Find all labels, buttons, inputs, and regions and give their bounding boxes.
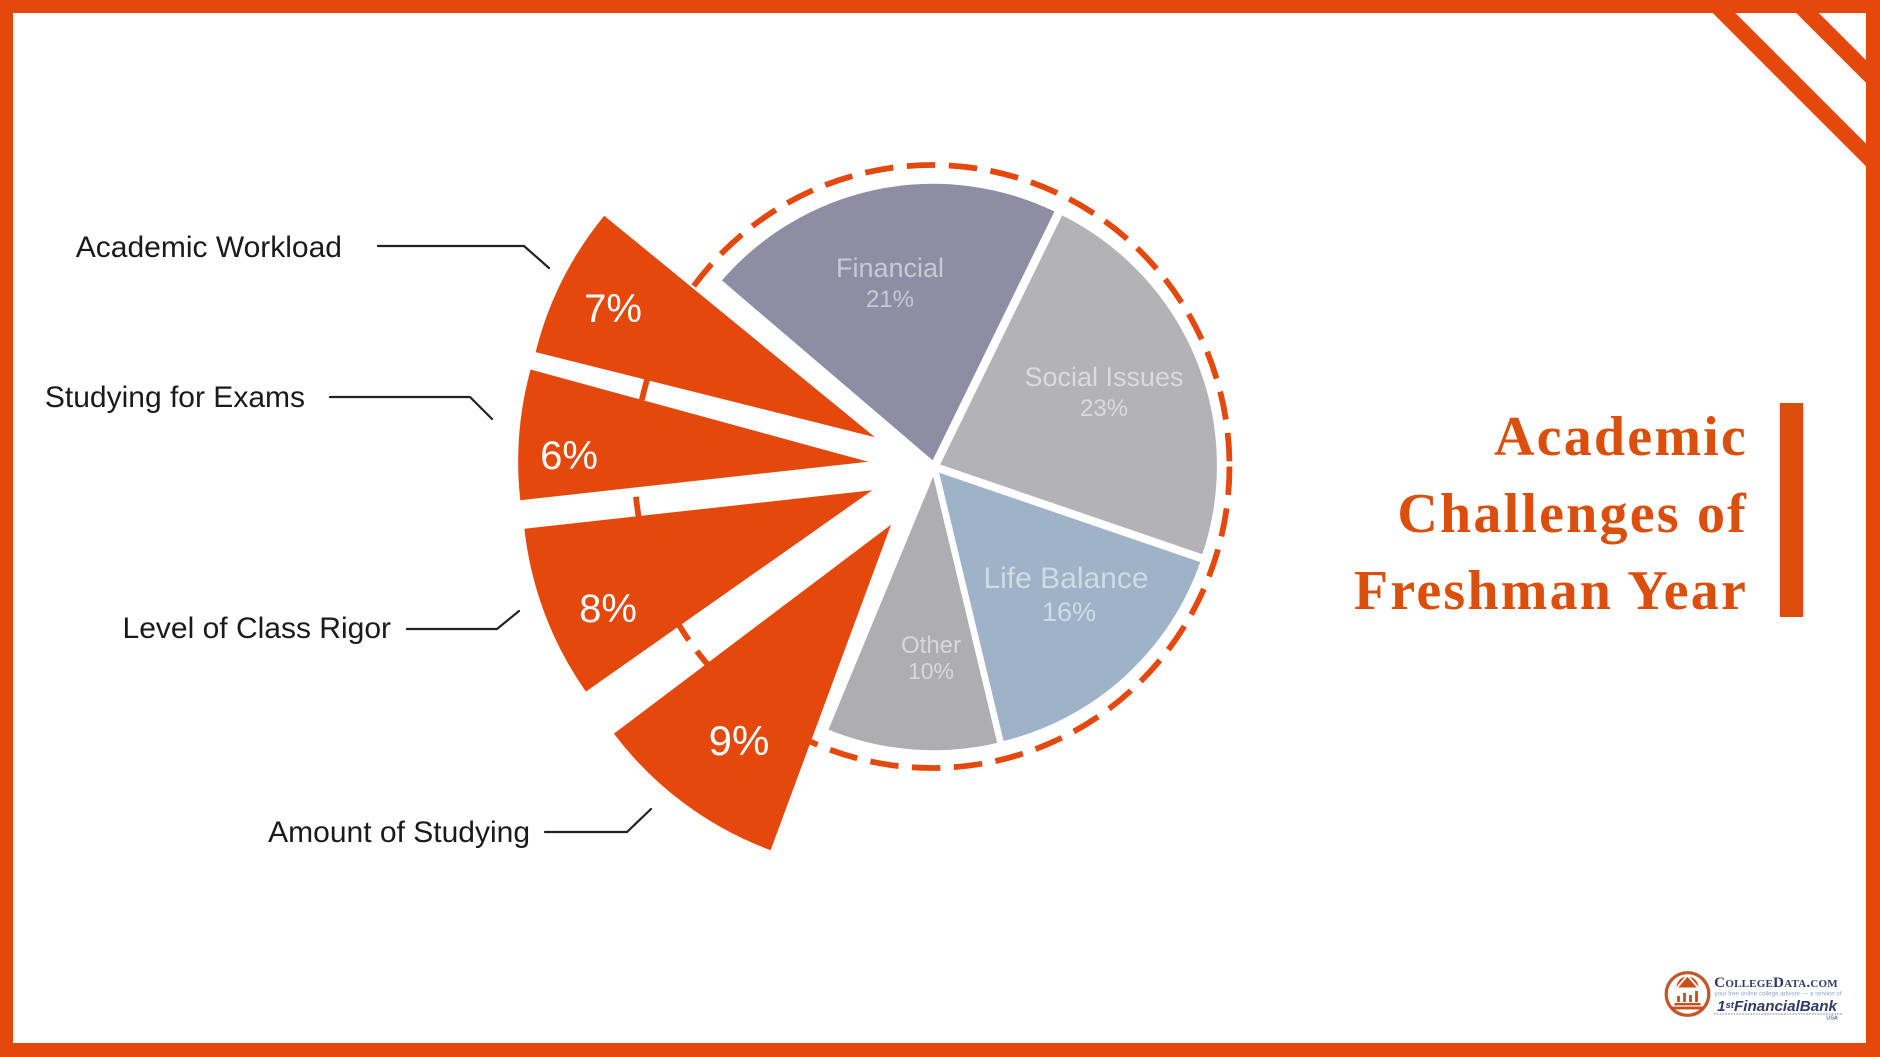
svg-text:Academic Workload: Academic Workload xyxy=(76,231,342,264)
svg-text:7%: 7% xyxy=(584,287,642,331)
svg-text:Life Balance: Life Balance xyxy=(983,562,1148,595)
svg-text:8%: 8% xyxy=(579,587,637,631)
svg-text:your free online college advis: your free online college advisor — a ser… xyxy=(1715,991,1842,998)
svg-text:Challenges of: Challenges of xyxy=(1397,483,1748,545)
svg-text:USA: USA xyxy=(1826,1016,1838,1022)
svg-text:10%: 10% xyxy=(908,658,954,684)
svg-text:CollegeData.com: CollegeData.com xyxy=(1714,974,1838,991)
svg-text:Academic: Academic xyxy=(1494,406,1748,468)
svg-text:23%: 23% xyxy=(1080,395,1128,422)
svg-text:Amount of Studying: Amount of Studying xyxy=(268,816,530,849)
svg-text:1stFinancialBank: 1stFinancialBank xyxy=(1717,998,1838,1015)
svg-text:Studying for Exams: Studying for Exams xyxy=(45,381,305,414)
svg-text:6%: 6% xyxy=(540,434,598,478)
svg-text:9%: 9% xyxy=(709,717,770,764)
svg-text:Freshman Year: Freshman Year xyxy=(1354,560,1748,622)
svg-text:Financial: Financial xyxy=(836,253,944,283)
svg-text:Level of Class Rigor: Level of Class Rigor xyxy=(123,612,391,645)
svg-text:Other: Other xyxy=(901,632,961,659)
svg-text:Social Issues: Social Issues xyxy=(1024,362,1183,392)
svg-text:16%: 16% xyxy=(1042,597,1096,627)
svg-text:21%: 21% xyxy=(866,286,914,313)
